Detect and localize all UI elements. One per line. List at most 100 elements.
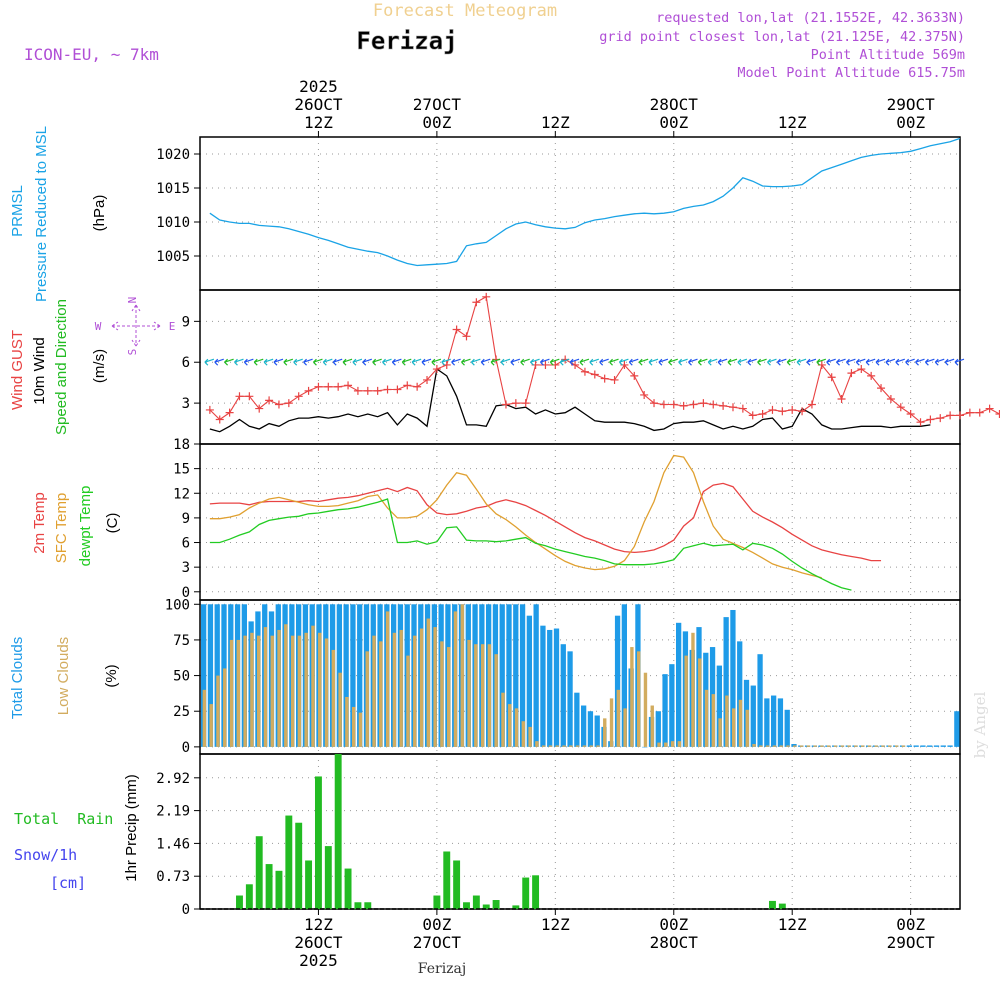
low-clouds-bar: [324, 638, 329, 747]
low-clouds-bar: [813, 745, 817, 747]
low-clouds-bar: [677, 741, 682, 747]
wind-direction-arrow: [776, 358, 787, 366]
wind-direction-arrow: [628, 358, 639, 366]
wind-gust-point: [452, 325, 461, 334]
total-clouds-bar: [574, 692, 580, 747]
low-clouds-bar: [501, 692, 505, 747]
low-clouds-bar: [494, 654, 498, 747]
low-clouds-bar: [297, 635, 302, 747]
wind-gust-point: [847, 369, 856, 378]
low-clouds-bar: [684, 655, 688, 747]
low-clouds-bar: [345, 696, 349, 747]
low-clouds-bar: [643, 672, 648, 747]
total-clouds-bar: [906, 745, 912, 747]
total-clouds-bar: [920, 745, 926, 747]
wind-direction-arrow: [934, 358, 945, 366]
bottom-time-label: 2025: [299, 951, 338, 970]
wind-gust-point: [324, 382, 333, 391]
wind-direction-arrow: [895, 358, 905, 366]
model-altitude: Model Point Altitude 615.75m: [737, 65, 965, 81]
compass-arrows: [111, 304, 161, 347]
bottom-time-label: 00Z: [896, 915, 925, 934]
pressure-line: [209, 137, 961, 267]
bottom-time-label: 26OCT: [294, 933, 343, 952]
wind-direction-arrow: [579, 358, 590, 366]
low-clouds-bar: [745, 709, 749, 747]
precip-bar: [255, 836, 263, 909]
wind-direction-arrow: [510, 358, 521, 366]
precip-bar: [344, 868, 352, 909]
low-clouds-bar: [860, 745, 865, 747]
wind-gust-ylabel: Wind GUST: [9, 330, 26, 410]
bottom-time-label: 29OCT: [887, 933, 936, 952]
precip-bar: [453, 860, 461, 909]
wind-unit: (m/s): [91, 349, 108, 383]
wind-direction-arrow: [648, 358, 659, 366]
wind-direction-arrow: [431, 358, 442, 366]
wind-direction-arrow: [372, 358, 382, 366]
low-clouds-bar: [223, 668, 227, 747]
low-clouds-bar: [657, 742, 661, 747]
wind-direction-arrow: [658, 358, 669, 366]
wind-direction-arrow: [530, 358, 540, 366]
total-clouds-bar: [357, 604, 363, 747]
low-clouds-bar: [284, 624, 288, 747]
wind-gust-point: [462, 332, 471, 341]
top-time-label: 12Z: [778, 113, 807, 132]
low-clouds-bar: [718, 718, 722, 747]
wind-direction-arrow: [707, 358, 718, 366]
wind-gust-point: [334, 382, 343, 391]
wind-gust-point: [748, 411, 757, 420]
wind-direction-arrow: [796, 358, 807, 366]
pressure-tick-label: 1020: [156, 147, 190, 163]
total-clouds-bar: [519, 604, 526, 747]
low-clouds-bar: [854, 745, 858, 747]
top-time-label: 26OCT: [294, 95, 343, 114]
low-clouds-bar: [440, 641, 444, 747]
wind-gust-point: [679, 401, 688, 410]
temp-ylabel: 2m Temp: [31, 492, 48, 553]
wind-gust-point: [413, 382, 422, 391]
total-clouds-bar: [655, 711, 661, 747]
wind-direction-arrow: [569, 358, 580, 366]
low-clouds-bar: [765, 745, 770, 747]
wind-direction-arrow: [273, 358, 284, 366]
precip-bar: [482, 904, 490, 909]
wind-direction-arrow: [224, 358, 234, 366]
low-clouds-bar: [562, 745, 566, 747]
pressure-tick-label: 1015: [156, 181, 190, 197]
plot-area: 1005101010151020369036912151802550751000…: [156, 77, 1000, 970]
wind-direction-arrow: [609, 358, 619, 366]
wind-direction-arrow: [401, 358, 412, 366]
wind-gust-point: [857, 365, 866, 374]
total-clouds-bar: [621, 604, 627, 747]
pressure-unit: (hPa): [91, 195, 108, 232]
low-clouds-bar: [806, 745, 811, 747]
total-clouds-bar: [933, 745, 940, 747]
wind-direction-arrow: [382, 358, 392, 366]
low-clouds-bar: [487, 644, 492, 747]
wind-direction-arrow: [441, 358, 451, 366]
wind-dir-ylabel: Speed and Direction: [53, 299, 70, 435]
wind-direction-arrow: [559, 358, 570, 366]
wind-gust-point: [610, 375, 619, 384]
sfc-temp-line: [209, 454, 822, 579]
total-clouds-bar: [581, 705, 587, 747]
wind-gust-point: [383, 385, 392, 394]
precip-bar: [522, 877, 530, 909]
wind-direction-arrow: [313, 358, 323, 366]
precip-bar: [472, 895, 480, 909]
low-clouds-bar: [480, 644, 485, 747]
low-clouds-bar: [202, 689, 207, 747]
low-clouds-bar: [433, 627, 437, 747]
precip-bar: [285, 815, 293, 909]
low-clouds-bar: [514, 708, 519, 747]
total-clouds-bar: [533, 604, 539, 747]
location-title: Ferizaj: [356, 27, 457, 55]
clouds-tick-label: 25: [173, 704, 190, 720]
snow-ylabel: Snow/1h: [14, 846, 77, 864]
top-time-label: 28OCT: [650, 95, 699, 114]
low-clouds-bar: [670, 741, 675, 747]
low-clouds-bar: [250, 632, 254, 747]
low-clouds-bar: [888, 745, 892, 747]
